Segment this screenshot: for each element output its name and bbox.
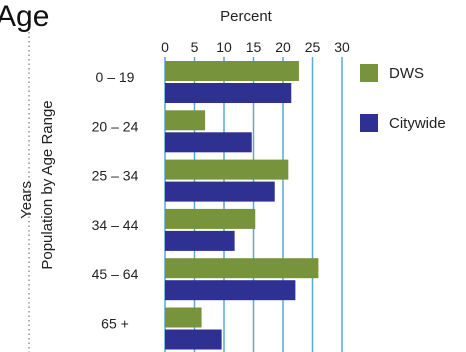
bar-citywide bbox=[165, 230, 235, 251]
bar-citywide bbox=[165, 132, 252, 153]
bar-citywide bbox=[165, 329, 222, 350]
bar-dws bbox=[165, 208, 256, 229]
x-tick-labels: 0 5 10 15 20 25 30 bbox=[161, 39, 350, 55]
bar-citywide bbox=[165, 181, 275, 202]
category-label: 45 – 64 bbox=[92, 266, 139, 282]
bar-citywide bbox=[165, 280, 296, 301]
bar-dws bbox=[165, 307, 202, 328]
bar-dws bbox=[165, 258, 319, 279]
category-label: 65 + bbox=[101, 316, 129, 332]
bars bbox=[165, 61, 319, 350]
category-label: 0 – 19 bbox=[96, 69, 135, 85]
x-tick-label: 25 bbox=[305, 39, 321, 55]
bar-citywide bbox=[165, 83, 292, 103]
bar-dws bbox=[165, 159, 289, 180]
y-axis-title-line1: Years bbox=[18, 181, 35, 219]
x-tick-label: 10 bbox=[216, 39, 232, 55]
legend-label: Citywide bbox=[389, 115, 446, 132]
x-tick-label: 30 bbox=[334, 39, 350, 55]
bar-dws bbox=[165, 110, 206, 131]
legend: DWS Citywide bbox=[360, 64, 446, 132]
category-label: 34 – 44 bbox=[92, 217, 139, 233]
category-label: 25 – 34 bbox=[92, 168, 139, 184]
x-tick-label: 5 bbox=[191, 39, 199, 55]
category-label: 20 – 24 bbox=[92, 118, 139, 134]
category-labels: 0 – 19 20 – 24 25 – 34 34 – 44 45 – 64 65 + bbox=[92, 69, 139, 332]
bar-dws bbox=[165, 61, 299, 81]
legend-label: DWS bbox=[389, 65, 424, 82]
legend-swatch bbox=[360, 64, 378, 82]
x-axis-title: Percent bbox=[220, 8, 273, 25]
title-fragment: Age bbox=[0, 0, 49, 33]
x-tick-label: 20 bbox=[275, 39, 291, 55]
y-axis-title-line2: Population by Age Range bbox=[39, 100, 56, 269]
x-tick-label: 0 bbox=[161, 39, 169, 55]
legend-swatch bbox=[360, 114, 378, 132]
gridlines bbox=[164, 57, 343, 352]
x-tick-label: 15 bbox=[246, 39, 262, 55]
